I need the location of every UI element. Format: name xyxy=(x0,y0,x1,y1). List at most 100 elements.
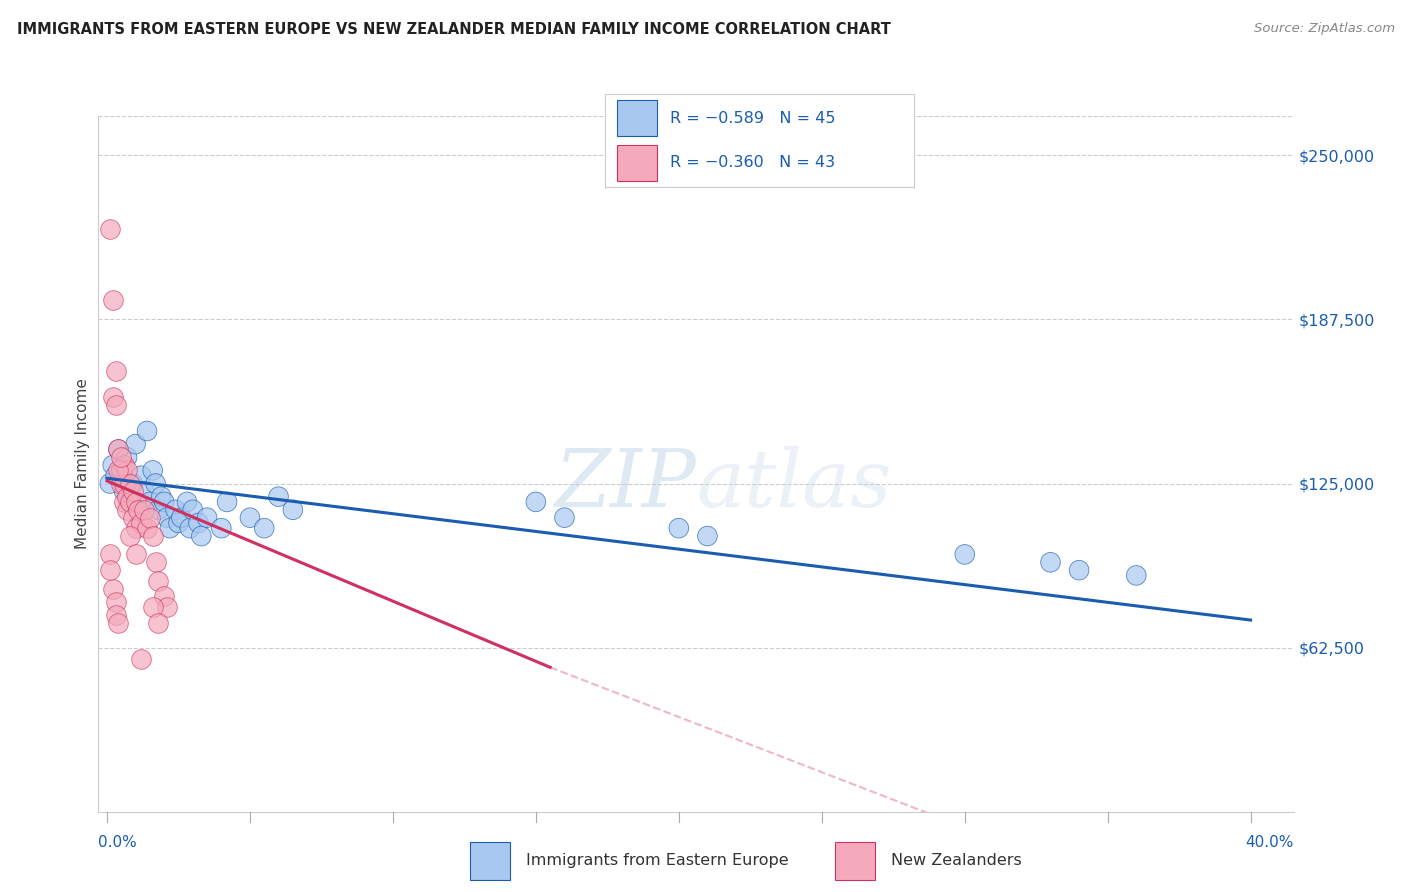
Point xyxy=(148,574,170,588)
Point xyxy=(131,468,153,483)
Point xyxy=(124,495,146,509)
Point xyxy=(118,495,141,509)
Point xyxy=(110,450,132,465)
Point xyxy=(170,510,193,524)
Text: 40.0%: 40.0% xyxy=(1246,836,1294,850)
Point xyxy=(217,495,239,509)
Point xyxy=(104,468,127,483)
Point xyxy=(187,516,209,530)
Point xyxy=(115,463,138,477)
Point xyxy=(139,510,162,524)
Point xyxy=(153,495,176,509)
Point xyxy=(101,293,124,307)
Text: 0.0%: 0.0% xyxy=(98,836,138,850)
Point xyxy=(136,424,159,438)
Text: atlas: atlas xyxy=(696,446,891,524)
Point xyxy=(112,495,135,509)
Point xyxy=(156,510,179,524)
Point xyxy=(267,490,290,504)
Point xyxy=(107,442,129,457)
Y-axis label: Median Family Income: Median Family Income xyxy=(75,378,90,549)
Point xyxy=(696,529,718,543)
Point xyxy=(124,437,146,451)
Point xyxy=(181,503,204,517)
Point xyxy=(110,476,132,491)
Text: R = −0.360   N = 43: R = −0.360 N = 43 xyxy=(669,155,835,170)
Point xyxy=(1039,555,1062,569)
Point xyxy=(101,582,124,596)
Point xyxy=(104,607,127,622)
Point xyxy=(142,463,165,477)
Point xyxy=(104,364,127,378)
Point xyxy=(142,529,165,543)
Point xyxy=(1067,563,1090,577)
Text: R = −0.589   N = 45: R = −0.589 N = 45 xyxy=(669,112,835,127)
Point xyxy=(159,521,181,535)
Point xyxy=(179,521,201,535)
Point xyxy=(524,495,547,509)
Point xyxy=(101,390,124,404)
Point xyxy=(121,476,143,491)
Point xyxy=(110,463,132,477)
Point xyxy=(553,510,575,524)
Point xyxy=(153,590,176,604)
Point xyxy=(124,521,146,535)
Point xyxy=(112,476,135,491)
Point xyxy=(121,510,143,524)
Text: IMMIGRANTS FROM EASTERN EUROPE VS NEW ZEALANDER MEDIAN FAMILY INCOME CORRELATION: IMMIGRANTS FROM EASTERN EUROPE VS NEW ZE… xyxy=(17,22,891,37)
Point xyxy=(118,495,141,509)
Point xyxy=(134,503,156,517)
Point xyxy=(98,476,121,491)
Point xyxy=(195,510,218,524)
Point xyxy=(127,503,149,517)
Point xyxy=(145,555,167,569)
Point xyxy=(118,476,141,491)
Point xyxy=(253,521,276,535)
Point xyxy=(104,595,127,609)
FancyBboxPatch shape xyxy=(470,842,510,880)
Point xyxy=(142,599,165,614)
Point xyxy=(668,521,690,535)
FancyBboxPatch shape xyxy=(617,145,657,181)
Point xyxy=(124,548,146,562)
Text: ZIP: ZIP xyxy=(554,446,696,524)
Text: New Zealanders: New Zealanders xyxy=(891,854,1022,868)
Point xyxy=(107,442,129,457)
Point xyxy=(148,615,170,630)
Point xyxy=(239,510,262,524)
Point xyxy=(131,516,153,530)
Point xyxy=(150,490,173,504)
Point xyxy=(115,490,138,504)
FancyBboxPatch shape xyxy=(835,842,876,880)
Point xyxy=(98,548,121,562)
Point xyxy=(104,398,127,412)
Point xyxy=(209,521,232,535)
Text: Immigrants from Eastern Europe: Immigrants from Eastern Europe xyxy=(526,854,789,868)
Point xyxy=(107,615,129,630)
Point xyxy=(118,529,141,543)
Point xyxy=(165,503,187,517)
Point xyxy=(134,484,156,499)
Text: Source: ZipAtlas.com: Source: ZipAtlas.com xyxy=(1254,22,1395,36)
Point xyxy=(112,458,135,472)
Point xyxy=(156,599,179,614)
Point xyxy=(1125,568,1147,582)
Point xyxy=(139,495,162,509)
Point xyxy=(115,450,138,465)
Point xyxy=(121,484,143,499)
Point xyxy=(281,503,304,517)
Point xyxy=(190,529,212,543)
Point xyxy=(101,458,124,472)
Point xyxy=(98,563,121,577)
Point xyxy=(107,463,129,477)
Point xyxy=(953,548,976,562)
Point xyxy=(167,516,190,530)
Point xyxy=(148,503,170,517)
Point xyxy=(131,652,153,666)
FancyBboxPatch shape xyxy=(617,100,657,136)
Point xyxy=(145,476,167,491)
Point xyxy=(115,503,138,517)
Point xyxy=(136,521,159,535)
Point xyxy=(176,495,198,509)
Point xyxy=(112,484,135,499)
